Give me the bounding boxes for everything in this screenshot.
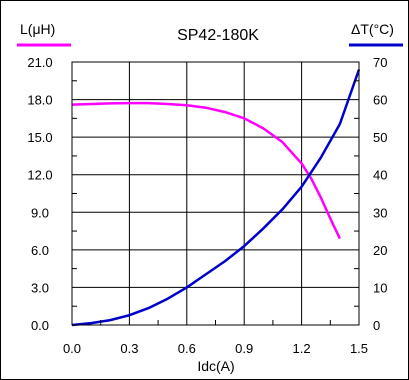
x-tick-label: 0.6 xyxy=(178,341,196,356)
x-tick-label: 0.9 xyxy=(235,341,253,356)
y-left-tick-label: 18.0 xyxy=(27,93,52,108)
y-right-tick-label: 40 xyxy=(373,168,387,183)
y-left-tick-label: 0.0 xyxy=(31,318,49,333)
left-axis-label: L(μH) xyxy=(20,21,55,37)
x-tick-label: 0.0 xyxy=(63,341,81,356)
temperature-rise-series-line xyxy=(71,69,361,327)
y-left-tick-label: 9.0 xyxy=(31,205,49,220)
y-right-tick-label: 70 xyxy=(373,55,387,70)
x-tick-label: 1.2 xyxy=(293,341,311,356)
grid-layer xyxy=(71,61,360,326)
y-right-tick-label: 30 xyxy=(373,205,387,220)
y-right-tick-label: 50 xyxy=(373,130,387,145)
y-right-tick-label: 60 xyxy=(373,93,387,108)
plot-area-border xyxy=(71,61,360,326)
tick-layer: 0.0 0.3 0.6 0.9 1.2 1.5 0.0 3.0 6.0 9.0 12.0 15.0 18… xyxy=(27,55,387,356)
x-axis-label: Idc(A) xyxy=(197,358,234,374)
x-tick-label: 0.3 xyxy=(120,341,138,356)
chart-title: SP42-180K xyxy=(177,27,259,44)
inductance-series-line xyxy=(71,101,341,240)
y-right-tick-label: 10 xyxy=(373,280,387,295)
y-left-tick-label: 12.0 xyxy=(27,168,52,183)
y-right-tick-label: 0 xyxy=(373,318,380,333)
series-layer xyxy=(71,69,361,327)
right-axis-label: ΔT(°C) xyxy=(351,21,394,37)
y-left-tick-label: 15.0 xyxy=(27,130,52,145)
y-left-tick-label: 3.0 xyxy=(31,280,49,295)
y-left-tick-label: 21.0 xyxy=(27,55,52,70)
y-right-tick-label: 20 xyxy=(373,243,387,258)
y-left-tick-label: 6.0 xyxy=(31,243,49,258)
x-tick-label: 1.5 xyxy=(350,341,368,356)
